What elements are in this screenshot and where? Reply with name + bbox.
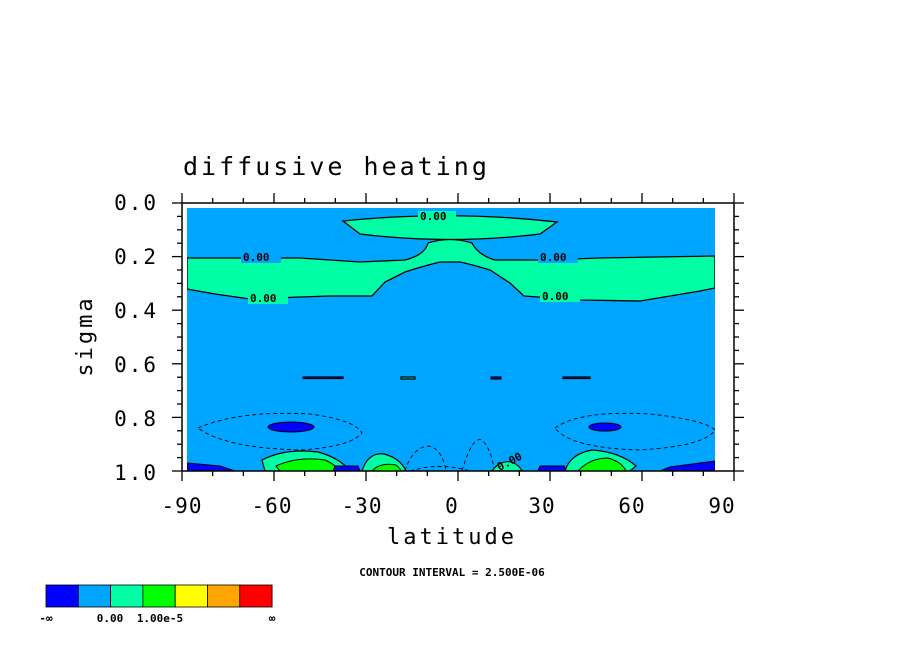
colorbar [45,584,273,608]
colorbar-label: -∞ [39,612,53,625]
dark-bar-2 [400,376,416,380]
upper-cap-band [341,215,559,241]
x-tick-labels: -90 -60 -30 0 30 60 90 [162,494,735,518]
dashed-contour-left [197,412,363,451]
contour-label-3: 0.00 [540,251,567,264]
x-tick-label: -60 [252,494,293,518]
surface-lobe-mid-right [491,461,523,471]
colorbar-swatch [45,584,79,608]
colorbar-swatch [207,584,241,608]
contour-label-2: 0.00 [243,251,270,264]
colorbar-swatch [174,584,208,608]
contour-interval-label: CONTOUR INTERVAL = 2.500E-06 [359,566,545,579]
dark-bar-3 [490,376,502,380]
y-tick-label: 0.6 [114,353,158,377]
x-tick-label: 30 [528,494,555,518]
contour-field [187,208,715,471]
contour-label-4: 0.00 [250,292,277,305]
dark-bar-4 [562,376,591,380]
dashed-contour-right [554,412,715,451]
colorbar-swatch [77,584,112,608]
y-axis-label: sigma [73,295,98,376]
x-tick-label: 60 [618,494,645,518]
surface-dashed-bumps [404,439,495,471]
colorbar-swatch [110,584,144,608]
colorbar-swatch [142,584,176,608]
colorbar-swatch [239,584,273,608]
contour-label-1: 0.00 [420,210,447,223]
colorbar-labels: -∞ 0.00 1.00e-5 ∞ [39,612,275,625]
x-tick-label: 0 [445,494,459,518]
colorbar-label: 1.00e-5 [137,612,183,625]
blue-blob-right [588,422,622,432]
surface-blue-right [659,460,715,471]
colorbar-label: 0.00 [97,612,124,625]
y-tick-label: 0.2 [114,245,158,269]
y-tick-label: 0.4 [114,299,158,323]
x-tick-label: 90 [708,494,735,518]
blue-blob-left [267,421,315,433]
y-tick-label: 0.8 [114,407,158,431]
surface-blue-left [187,462,236,471]
contour-labels: 0.00 0.00 0.00 0.00 0.00 0.00 [241,210,580,474]
x-axis-label: latitude [387,525,517,550]
y-tick-labels: 0.0 0.2 0.4 0.6 0.8 1.0 [114,191,158,485]
x-tick-label: -90 [162,494,203,518]
y-tick-label: 1.0 [114,461,158,485]
axis-ticks [172,193,744,481]
tropopause-band [187,238,715,302]
surface-lobe-right-inner [577,457,627,471]
dark-bar-1 [302,376,344,380]
surface-blue-mid-right [537,465,567,471]
y-tick-label: 0.0 [114,191,158,215]
surface-lobe-mid-left-inner [371,463,402,471]
chart-title: diffusive heating [183,152,490,181]
contour-label-5: 0.00 [542,290,569,303]
x-tick-label: -30 [342,494,383,518]
colorbar-label: ∞ [269,612,276,625]
surface-blue-mid-left [332,465,361,471]
